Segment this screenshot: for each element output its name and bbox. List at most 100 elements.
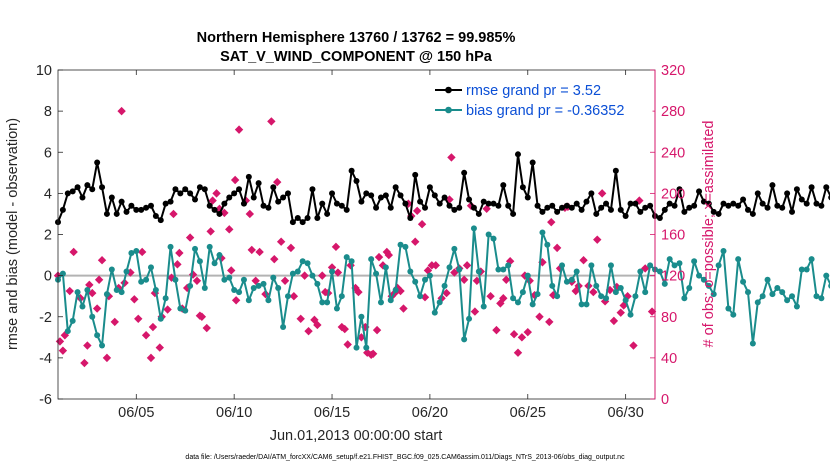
obs-marker	[555, 264, 565, 273]
obs-marker	[175, 248, 184, 258]
x-tick-label: 06/20	[412, 405, 448, 421]
obs-marker	[589, 287, 598, 297]
rmse-point	[284, 190, 291, 197]
bias-point	[294, 268, 301, 275]
obs-marker	[247, 245, 256, 255]
bias-point	[284, 293, 291, 300]
obs-marker	[255, 247, 264, 257]
obs-marker	[502, 275, 511, 284]
y-right-tick-label: 80	[661, 310, 677, 326]
rmse-point	[407, 215, 414, 222]
rmse-point	[319, 200, 326, 207]
bias-point	[79, 303, 86, 310]
bias-point	[524, 272, 531, 279]
bias-point	[603, 295, 610, 302]
obs-marker	[94, 275, 104, 284]
rmse-point	[656, 215, 663, 222]
bias-point	[720, 247, 727, 254]
rmse-point	[422, 204, 429, 211]
rmse-point	[255, 180, 262, 187]
bias-point	[676, 260, 683, 267]
bias-point	[172, 276, 179, 283]
obs-marker	[499, 294, 508, 303]
bias-point	[769, 291, 776, 298]
rmse-point	[554, 208, 561, 215]
rmse-point	[715, 210, 722, 217]
bias-point	[617, 284, 624, 291]
obs-marker	[333, 268, 343, 277]
obs-marker	[509, 330, 519, 339]
obs-marker	[535, 312, 544, 321]
rmse-point	[485, 200, 492, 207]
y-axis-ticks: -6 -4 -2 0 2 4 6 8 10	[36, 63, 63, 408]
rmse-point	[353, 178, 360, 185]
obs-marker	[547, 217, 556, 227]
rmse-point	[519, 184, 526, 191]
rmse-point	[397, 192, 404, 199]
obs-marker	[523, 327, 532, 337]
rmse-point	[598, 204, 605, 211]
bias-point	[358, 313, 365, 320]
y-right-tick-label: 160	[661, 228, 685, 244]
obs-marker	[442, 288, 451, 298]
obs-marker	[69, 247, 78, 257]
bias-point	[813, 293, 820, 300]
rmse-point	[451, 206, 458, 213]
bias-point	[549, 282, 556, 289]
y-tick-label: -6	[39, 392, 52, 408]
rmse-point	[823, 184, 830, 191]
rmse-point	[803, 200, 810, 207]
rmse-point	[818, 202, 825, 209]
bias-point	[700, 276, 707, 283]
obs-marker	[549, 290, 558, 300]
rmse-point	[514, 151, 521, 158]
bias-point	[397, 241, 404, 248]
rmse-point	[475, 210, 482, 217]
obs-marker	[58, 346, 68, 355]
obs-marker	[343, 340, 352, 349]
bias-point	[774, 284, 781, 291]
x-tick-label: 06/30	[607, 405, 643, 421]
rmse-point	[642, 204, 649, 211]
bias-point	[84, 287, 91, 294]
obs-marker	[552, 243, 562, 253]
bias-point	[280, 324, 287, 331]
bias-point	[206, 243, 213, 250]
rmse-point	[603, 200, 610, 207]
obs-marker	[340, 324, 349, 334]
rmse-point	[133, 206, 140, 213]
bias-point	[226, 274, 233, 281]
rmse-point	[466, 196, 473, 203]
rmse-point	[744, 206, 751, 213]
bias-point	[500, 266, 507, 273]
rmse-point	[329, 190, 336, 197]
bias-point	[348, 258, 355, 265]
obs-marker	[155, 343, 164, 352]
rmse-point	[578, 206, 585, 213]
bias-point	[632, 293, 639, 300]
x-tick-label: 06/15	[314, 405, 350, 421]
rmse-point	[309, 186, 316, 193]
bias-point	[113, 287, 120, 294]
bias-point	[221, 276, 228, 283]
obs-marker	[169, 209, 178, 219]
obs-marker	[110, 317, 119, 327]
rmse-point	[348, 167, 355, 174]
bias-point	[715, 262, 722, 269]
obs-marker	[470, 307, 480, 316]
obs-marker	[197, 312, 207, 321]
bias-point	[387, 297, 394, 304]
obs-marker	[447, 153, 456, 162]
bias-point	[74, 289, 81, 296]
bias-point	[490, 235, 497, 242]
bias-point	[681, 295, 688, 302]
bias-point	[373, 270, 380, 277]
bias-point	[177, 305, 184, 312]
chart-subtitle: SAT_V_WIND_COMPONENT @ 150 hPa	[220, 49, 493, 65]
bias-point	[475, 268, 482, 275]
bias-point	[64, 328, 71, 335]
bias-point	[103, 291, 110, 298]
rmse-point	[128, 202, 135, 209]
bias-point	[798, 266, 805, 273]
